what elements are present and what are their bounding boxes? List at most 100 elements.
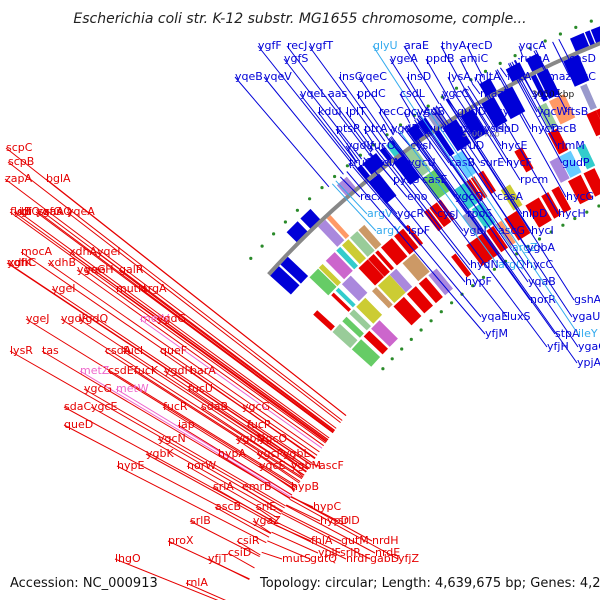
gene-label: hypE xyxy=(117,459,144,472)
gene-label: yqeB xyxy=(235,70,263,83)
gene-label: yqcE xyxy=(259,459,286,472)
gene-label: ygbE xyxy=(533,87,560,100)
feature-segment xyxy=(429,202,452,228)
tick-dot xyxy=(574,25,578,29)
feature-segment xyxy=(280,256,309,284)
tick-dot xyxy=(272,232,276,236)
label-leader-line xyxy=(299,93,356,165)
label-leader-line xyxy=(335,128,360,162)
gene-label: hydN xyxy=(470,258,499,271)
label-leader-line xyxy=(463,88,521,181)
feature-segment xyxy=(568,174,593,205)
feature-segment xyxy=(270,266,300,295)
gene-label: ypjF xyxy=(318,546,341,559)
gene-label: yqeL xyxy=(300,87,327,100)
feature-segment xyxy=(551,186,572,213)
feature-segment xyxy=(451,253,472,278)
label-leader-line xyxy=(241,406,316,460)
label-leader-line xyxy=(496,69,532,130)
label-leader-line xyxy=(189,520,260,558)
tick-dot xyxy=(558,32,563,36)
feature-segment xyxy=(536,68,560,99)
gene-label: srlD xyxy=(338,514,360,527)
label-leader-line xyxy=(390,128,394,136)
gene-label: zapA xyxy=(5,172,32,185)
feature-segment xyxy=(549,156,570,183)
gene-label: mocA xyxy=(21,245,52,258)
gene-label: idi xyxy=(19,205,32,218)
gene-label: rnlA xyxy=(186,576,208,589)
gene-label: yfjZ xyxy=(398,552,419,565)
label-leader-line xyxy=(7,161,343,421)
feature-segment xyxy=(442,119,471,152)
gene-label: lysR xyxy=(10,344,33,357)
gene-label: ygfT xyxy=(309,39,333,52)
label-leader-line xyxy=(416,118,450,164)
scale-tick-label: 3100 kbp xyxy=(462,130,500,139)
label-leader-line xyxy=(236,540,261,556)
label-leader-line xyxy=(235,438,301,483)
gene-label: mazE xyxy=(548,70,578,83)
tick-dot xyxy=(471,284,475,288)
tick-dot xyxy=(585,210,589,214)
label-leader-line xyxy=(104,350,303,479)
label-leader-line xyxy=(78,318,309,470)
gene-label: ygdL xyxy=(346,139,373,152)
gene-label: hycH xyxy=(558,207,586,220)
gene-label: norR xyxy=(530,293,556,306)
label-leader-line xyxy=(389,137,548,348)
tick-dot xyxy=(483,69,488,73)
gene-label: ypjA xyxy=(577,356,600,369)
gene-label: recJ xyxy=(287,39,307,52)
label-leader-line xyxy=(407,124,578,364)
feature-segment xyxy=(309,268,337,296)
gene-label: ygcG xyxy=(242,400,270,413)
tick-dot xyxy=(439,310,443,314)
gene-label: ygaC xyxy=(578,340,600,353)
label-leader-line xyxy=(45,178,347,416)
label-leader-line xyxy=(246,424,309,469)
gene-label: ygbL xyxy=(283,447,310,460)
label-leader-line xyxy=(459,58,473,84)
label-leader-line xyxy=(416,111,420,118)
feature-segment xyxy=(318,264,341,287)
label-leader-line xyxy=(282,511,342,542)
label-leader-line xyxy=(467,85,496,130)
map-title: Escherichia coli str. K-12 substr. MG165… xyxy=(73,11,526,27)
gene-label: ispF xyxy=(408,224,430,237)
label-leader-line xyxy=(261,551,283,560)
tick-dot xyxy=(398,123,403,127)
label-leader-line xyxy=(331,183,377,232)
gene-label: araE xyxy=(404,39,429,52)
label-leader-line xyxy=(66,211,341,423)
gene-label: yqeA xyxy=(67,205,95,218)
label-leader-line xyxy=(25,318,298,487)
gene-label: norW xyxy=(187,459,216,472)
label-leader-line xyxy=(185,582,227,600)
gene-label: barA xyxy=(190,364,216,377)
label-leader-line xyxy=(282,453,307,473)
tick-dot xyxy=(429,319,433,323)
label-leader-line xyxy=(345,145,358,164)
gene-label: recC xyxy=(379,105,404,118)
tick-dots xyxy=(249,19,600,371)
label-leader-line xyxy=(533,50,549,78)
gene-label: ygcE xyxy=(91,400,118,413)
label-leader-line xyxy=(339,176,361,198)
label-leader-line xyxy=(241,486,283,513)
label-leader-line xyxy=(212,486,277,524)
label-leader-line xyxy=(116,465,267,544)
label-leader-line xyxy=(317,111,358,164)
gene-label: kduI xyxy=(318,105,342,118)
gene-label: ascF xyxy=(319,459,344,472)
feature-segment xyxy=(404,146,431,177)
gene-label: ygfK xyxy=(7,256,32,269)
gene-label: rumA xyxy=(520,52,550,65)
gene-label: stpA xyxy=(555,327,580,340)
label-leader-line xyxy=(9,211,328,442)
feature-segment xyxy=(477,232,500,259)
gene-label: insD xyxy=(407,70,431,83)
label-leader-line xyxy=(433,107,573,318)
label-leader-line xyxy=(68,251,329,441)
label-leader-line xyxy=(445,99,575,301)
